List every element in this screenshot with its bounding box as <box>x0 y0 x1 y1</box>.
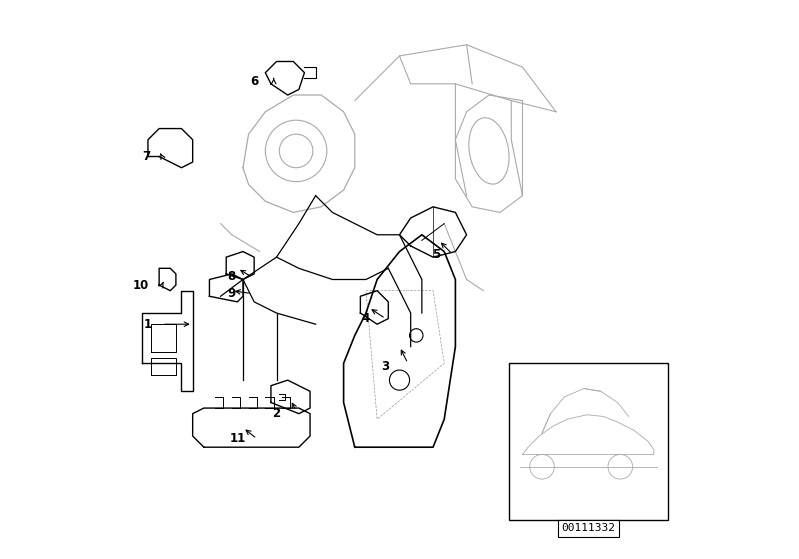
Text: 00111332: 00111332 <box>562 523 615 533</box>
Text: 1: 1 <box>144 318 152 331</box>
Text: 7: 7 <box>142 150 150 163</box>
Text: 8: 8 <box>228 270 236 283</box>
Text: 2: 2 <box>272 407 280 420</box>
Text: 6: 6 <box>250 74 258 88</box>
Text: 10: 10 <box>133 278 149 292</box>
Text: 9: 9 <box>228 287 236 300</box>
Text: 3: 3 <box>381 359 390 373</box>
Text: 4: 4 <box>362 312 370 325</box>
Bar <box>508 363 668 520</box>
Text: 11: 11 <box>229 432 245 446</box>
Text: 5: 5 <box>431 248 440 261</box>
